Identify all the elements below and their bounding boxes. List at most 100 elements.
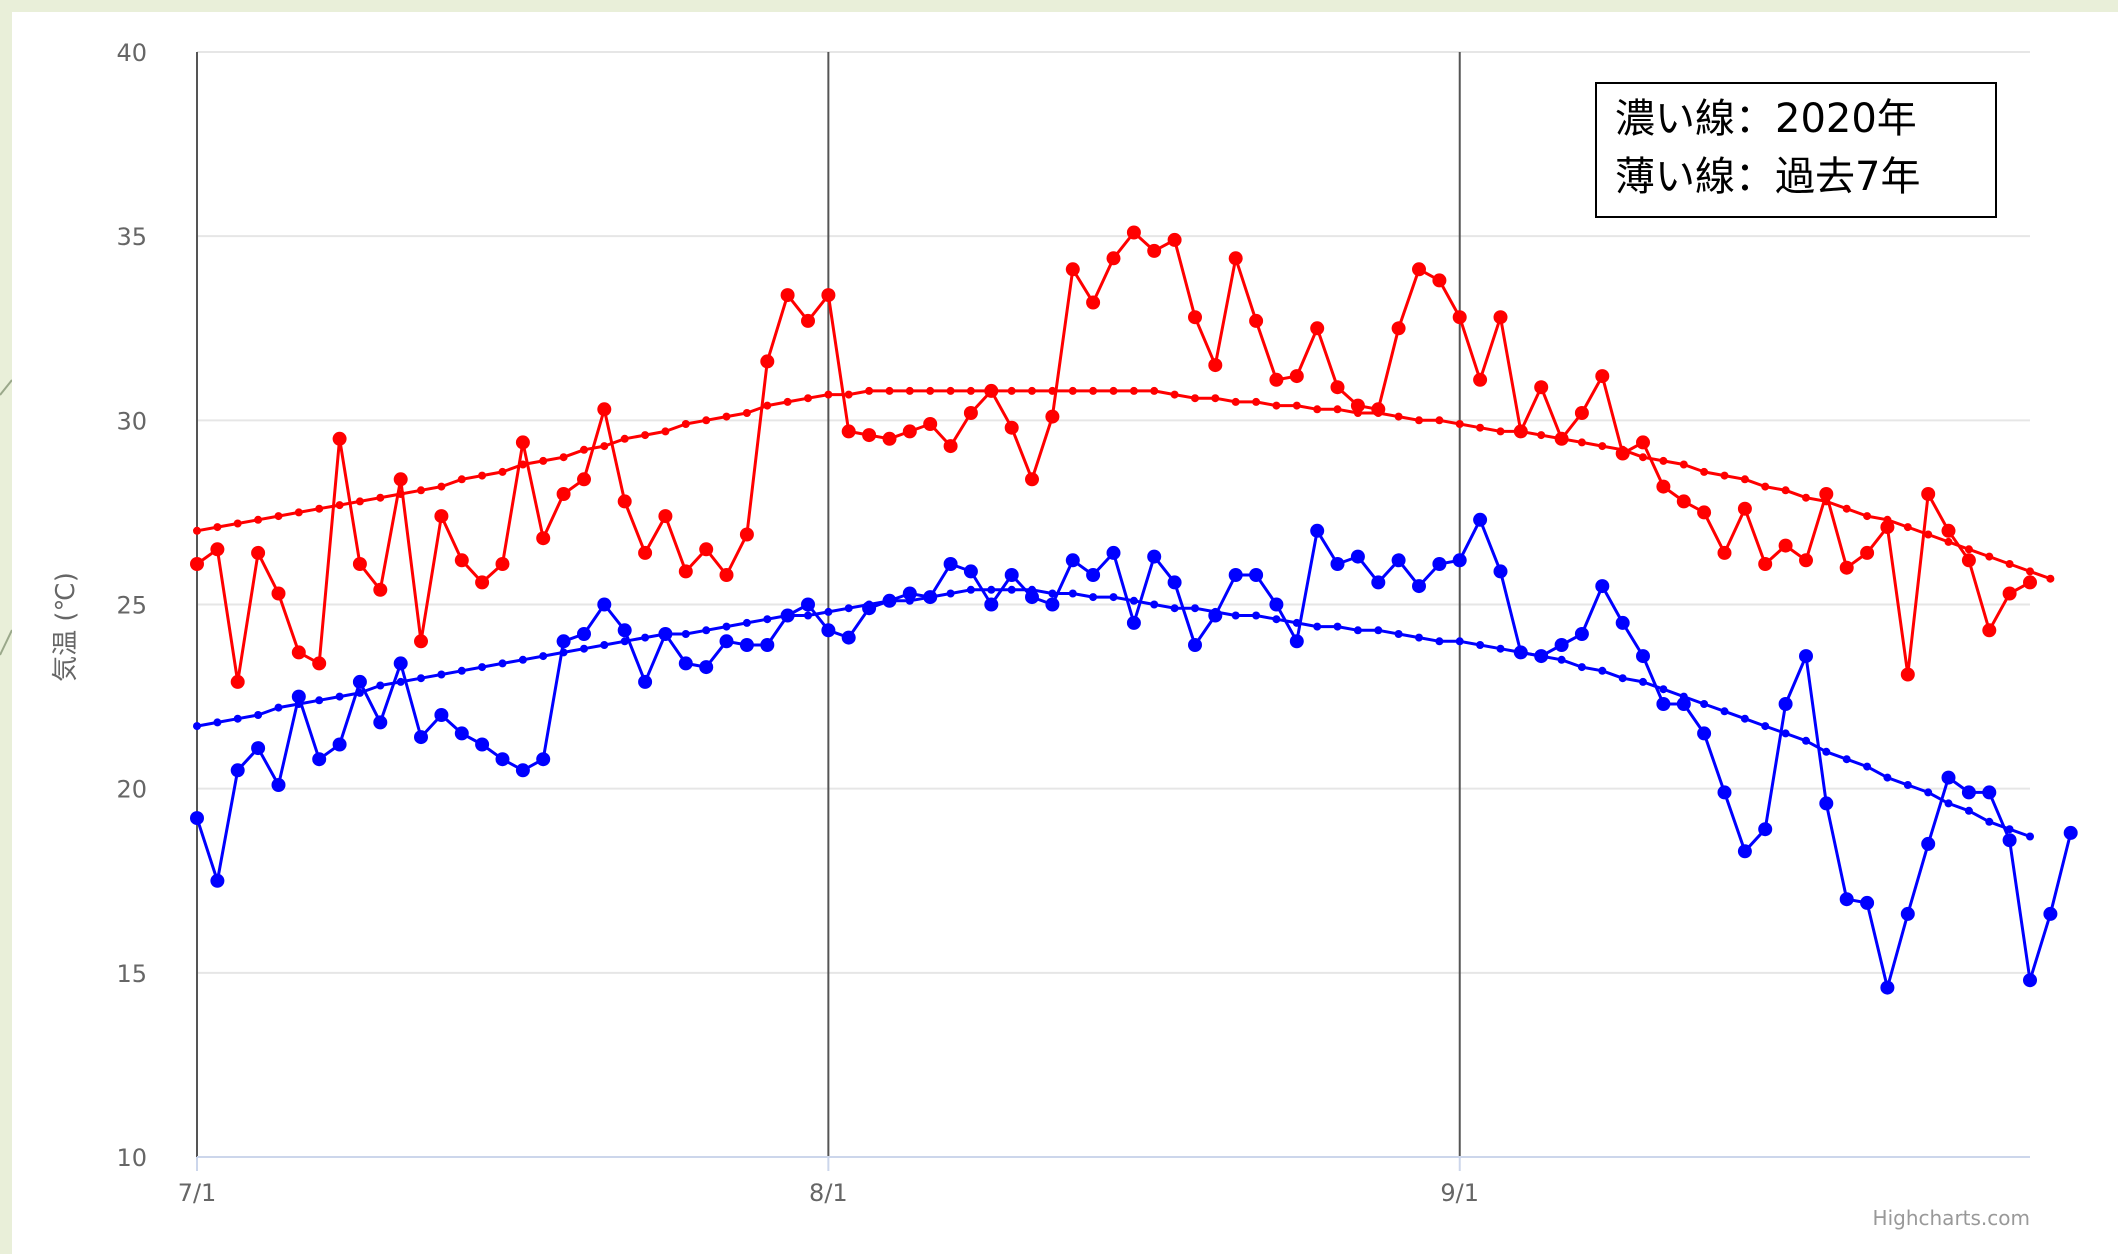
data-point[interactable] (1554, 431, 1569, 446)
data-point[interactable] (475, 575, 490, 590)
data-point[interactable] (233, 714, 242, 723)
data-point[interactable] (1615, 446, 1630, 461)
data-point[interactable] (1700, 700, 1709, 708)
data-point[interactable] (539, 652, 548, 661)
data-point[interactable] (905, 386, 914, 395)
data-point[interactable] (417, 486, 425, 495)
data-point[interactable] (457, 475, 466, 484)
data-point[interactable] (617, 623, 632, 638)
data-point[interactable] (1659, 456, 1668, 465)
data-point[interactable] (559, 453, 568, 462)
data-point[interactable] (1394, 412, 1403, 421)
data-point[interactable] (193, 722, 201, 731)
data-point[interactable] (315, 696, 324, 705)
data-point[interactable] (1656, 479, 1671, 494)
data-point[interactable] (1964, 545, 1973, 554)
data-point[interactable] (1598, 442, 1607, 451)
data-point[interactable] (1350, 398, 1365, 413)
data-point[interactable] (1167, 232, 1182, 247)
data-point[interactable] (332, 431, 347, 446)
data-point[interactable] (1455, 637, 1464, 646)
data-point[interactable] (1028, 386, 1036, 395)
data-point[interactable] (1432, 273, 1447, 288)
data-point[interactable] (742, 618, 751, 627)
data-point[interactable] (580, 644, 588, 653)
data-point[interactable] (1292, 401, 1301, 410)
data-point[interactable] (233, 519, 242, 528)
data-point[interactable] (641, 633, 650, 642)
data-point[interactable] (617, 494, 632, 509)
data-point[interactable] (393, 472, 408, 487)
data-point[interactable] (600, 641, 609, 649)
data-point[interactable] (1758, 557, 1773, 571)
data-point[interactable] (1147, 549, 1162, 564)
data-point[interactable] (1455, 420, 1464, 428)
data-point[interactable] (1737, 844, 1752, 859)
data-point[interactable] (1333, 622, 1342, 631)
data-point[interactable] (824, 390, 833, 399)
data-point[interactable] (824, 607, 833, 616)
data-point[interactable] (1452, 553, 1467, 568)
data-point[interactable] (1961, 785, 1976, 800)
data-point[interactable] (1513, 424, 1528, 439)
data-point[interactable] (1330, 557, 1345, 571)
data-point[interactable] (1903, 523, 1912, 532)
data-point[interactable] (702, 626, 711, 635)
data-point[interactable] (1636, 649, 1650, 664)
data-point[interactable] (254, 515, 263, 524)
data-point[interactable] (1982, 785, 1997, 800)
data-point[interactable] (1473, 372, 1488, 387)
data-point[interactable] (577, 627, 591, 641)
data-point[interactable] (1860, 895, 1875, 910)
data-point[interactable] (1394, 630, 1403, 638)
data-point[interactable] (1863, 512, 1872, 521)
data-point[interactable] (1720, 471, 1729, 480)
data-point[interactable] (926, 386, 935, 395)
data-point[interactable] (821, 623, 836, 638)
data-point[interactable] (1656, 697, 1671, 711)
data-point[interactable] (478, 471, 487, 480)
data-point[interactable] (1371, 402, 1386, 417)
data-point[interactable] (457, 666, 466, 675)
data-point[interactable] (1659, 685, 1668, 694)
data-point[interactable] (681, 630, 690, 638)
data-point[interactable] (495, 752, 510, 767)
data-point[interactable] (1129, 596, 1138, 605)
data-point[interactable] (1106, 251, 1121, 266)
data-point[interactable] (1109, 593, 1118, 602)
data-point[interactable] (1068, 386, 1077, 395)
data-point[interactable] (722, 622, 731, 631)
data-point[interactable] (1900, 667, 1915, 682)
data-point[interactable] (1676, 494, 1691, 509)
data-point[interactable] (1615, 615, 1630, 630)
data-point[interactable] (943, 557, 958, 571)
data-point[interactable] (1778, 697, 1793, 711)
data-point[interactable] (984, 383, 999, 398)
data-point[interactable] (437, 482, 446, 491)
data-point[interactable] (352, 674, 367, 689)
data-point[interactable] (1737, 501, 1752, 516)
data-point[interactable] (396, 677, 405, 686)
data-point[interactable] (373, 715, 388, 730)
data-point[interactable] (2005, 825, 2014, 834)
data-point[interactable] (966, 386, 975, 395)
data-point[interactable] (2023, 973, 2037, 988)
data-point[interactable] (1924, 788, 1933, 797)
data-point[interactable] (1537, 431, 1546, 440)
data-point[interactable] (213, 523, 222, 532)
data-point[interactable] (1924, 530, 1933, 539)
data-point[interactable] (1412, 579, 1426, 594)
data-point[interactable] (230, 674, 245, 689)
data-point[interactable] (315, 504, 324, 513)
data-point[interactable] (902, 424, 917, 439)
data-point[interactable] (1272, 615, 1281, 624)
data-point[interactable] (1252, 611, 1261, 620)
data-point[interactable] (780, 608, 795, 623)
data-point[interactable] (1473, 512, 1488, 527)
data-point[interactable] (1842, 504, 1851, 513)
data-point[interactable] (739, 527, 754, 542)
data-point[interactable] (312, 752, 327, 767)
data-point[interactable] (1595, 579, 1610, 594)
data-point[interactable] (414, 730, 428, 745)
data-point[interactable] (1269, 372, 1284, 387)
